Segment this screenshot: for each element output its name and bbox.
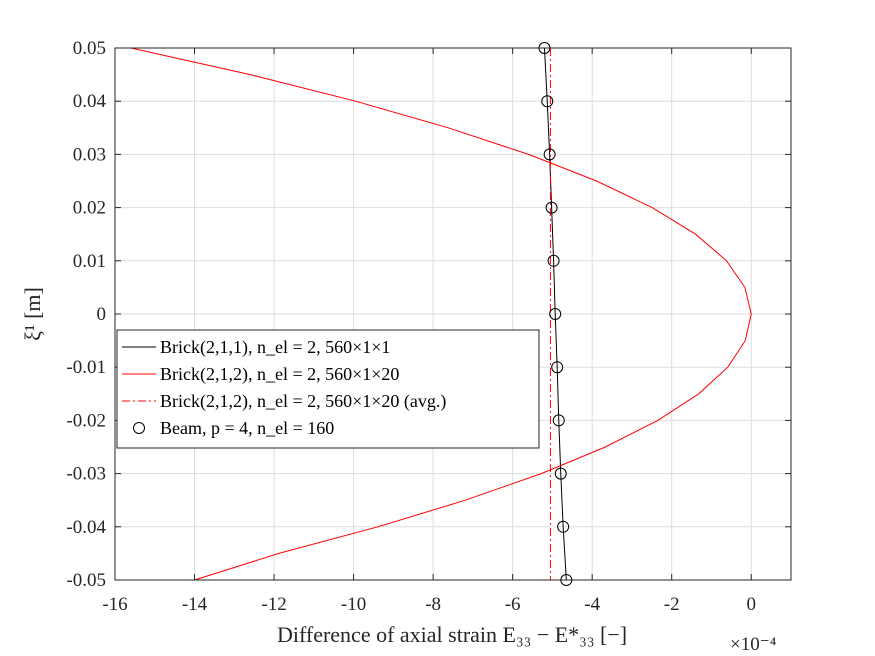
x-tick-label: -12 xyxy=(261,594,286,615)
legend-label-1: Brick(2,1,1), n_el = 2, 560×1×1 xyxy=(160,337,390,358)
series-4-marker xyxy=(554,467,567,480)
x-tick-label: -6 xyxy=(505,594,521,615)
y-tick-label: 0.05 xyxy=(73,38,106,59)
series-layer xyxy=(130,42,752,586)
series-4-marker xyxy=(545,201,558,214)
legend-label-2: Brick(2,1,2), n_el = 2, 560×1×20 xyxy=(160,364,399,385)
y-tick-label: 0 xyxy=(97,304,107,325)
y-tick-label: -0.05 xyxy=(66,570,106,591)
series-4-marker xyxy=(547,254,560,267)
x-axis-title: Difference of axial strain E₃₃ − E*₃₃ [−… xyxy=(277,622,627,647)
x-axis-multiplier: ×10⁻⁴ xyxy=(730,634,777,655)
series-4-marker xyxy=(541,95,554,108)
x-tick-label: -16 xyxy=(102,594,127,615)
series-1-line xyxy=(543,47,567,581)
series-4-marker xyxy=(557,520,570,533)
y-tick-label: -0.02 xyxy=(66,410,106,431)
y-tick-label: 0.02 xyxy=(73,198,106,219)
y-tick-label: 0.03 xyxy=(73,144,106,165)
series-2-line xyxy=(130,47,752,581)
x-tick-label: 0 xyxy=(746,594,756,615)
x-tick-label: -2 xyxy=(664,594,680,615)
y-tick-label: -0.03 xyxy=(66,464,106,485)
x-tick-label: -10 xyxy=(341,594,366,615)
y-tick-label: -0.04 xyxy=(66,517,106,538)
x-tick-label: -14 xyxy=(182,594,208,615)
series-4-marker xyxy=(549,308,562,320)
y-tick-label: -0.01 xyxy=(66,357,106,378)
legend: Brick(2,1,1), n_el = 2, 560×1×1 Brick(2,1… xyxy=(116,329,540,449)
x-tick-label: -4 xyxy=(584,594,600,615)
tick-labels: -16 -14 -12 -10 -8 -6 -4 -2 0 0.05 0.04 0.03 0.02 0.0… xyxy=(66,38,756,615)
legend-label-4: Beam, p = 4, n_el = 160 xyxy=(160,418,334,438)
legend-box xyxy=(116,329,540,449)
series-4-marker xyxy=(551,361,564,374)
grid xyxy=(114,47,791,581)
y-tick-label: 0.01 xyxy=(73,251,106,272)
x-tick-label: -8 xyxy=(425,594,441,615)
legend-marker-4 xyxy=(133,422,145,434)
y-axis-title: ξ¹ [m] xyxy=(20,287,45,341)
y-tick-label: 0.04 xyxy=(73,91,107,112)
series-4-marker xyxy=(543,148,556,161)
series-4-marker xyxy=(552,414,565,427)
legend-label-3: Brick(2,1,2), n_el = 2, 560×1×20 (avg.) xyxy=(160,391,446,412)
